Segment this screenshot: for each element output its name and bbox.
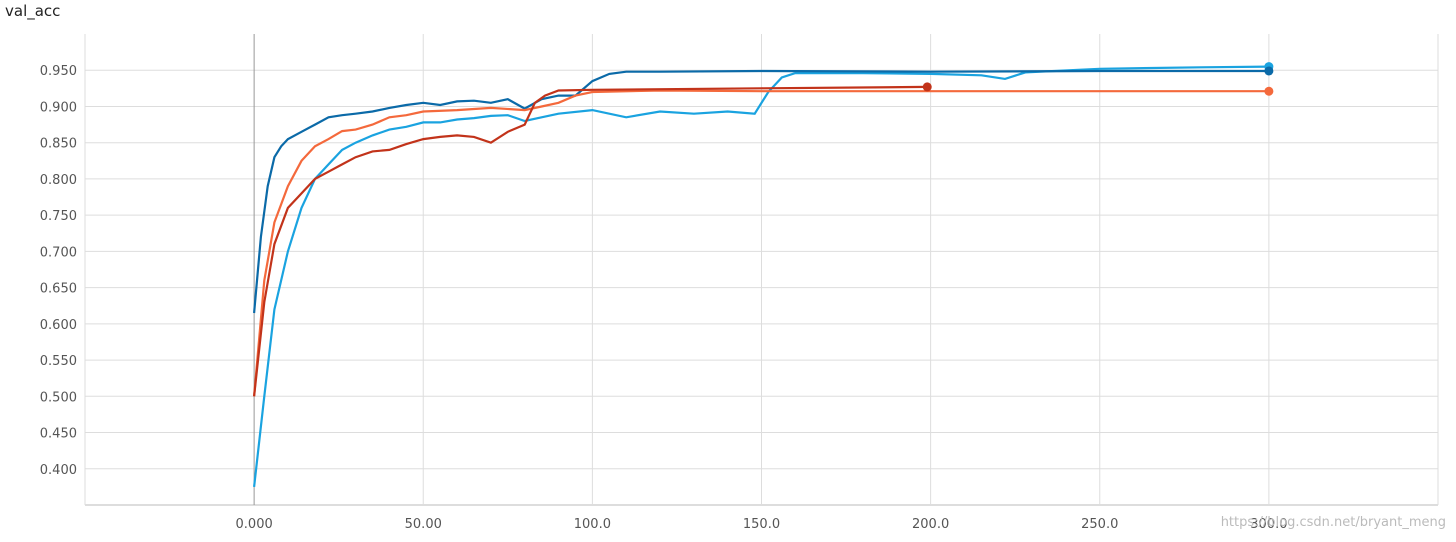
y-tick-label: 0.500 — [40, 390, 77, 405]
x-tick-label: 150.0 — [743, 517, 780, 532]
end-point — [922, 82, 932, 92]
x-tick-label: 300.0 — [1250, 517, 1287, 532]
chart-title: val_acc — [5, 2, 60, 21]
end-point — [1264, 86, 1274, 96]
x-tick-label: 100.0 — [574, 517, 611, 532]
series-line — [253, 85, 928, 397]
y-tick-label: 0.550 — [40, 354, 77, 369]
y-tick-label: 0.750 — [40, 209, 77, 224]
x-tick-label: 0.000 — [236, 517, 273, 532]
x-tick-label: 200.0 — [912, 517, 949, 532]
y-tick-label: 0.850 — [40, 137, 77, 152]
series-line — [253, 89, 1269, 397]
y-tick-label: 0.650 — [40, 282, 77, 297]
y-tick-label: 0.700 — [40, 245, 77, 260]
x-tick-label: 50.00 — [405, 517, 442, 532]
series-line — [253, 65, 1269, 488]
end-point — [1264, 66, 1274, 76]
x-tick-label: 250.0 — [1081, 517, 1118, 532]
y-tick-label: 0.400 — [40, 463, 77, 478]
y-tick-label: 0.600 — [40, 318, 77, 333]
y-tick-label: 0.900 — [40, 100, 77, 115]
y-tick-label: 0.450 — [40, 427, 77, 442]
series-line — [253, 69, 1269, 314]
y-tick-label: 0.800 — [40, 173, 77, 188]
watermark: https://blog.csdn.net/bryant_meng — [1221, 515, 1446, 530]
y-tick-label: 0.950 — [40, 64, 77, 79]
